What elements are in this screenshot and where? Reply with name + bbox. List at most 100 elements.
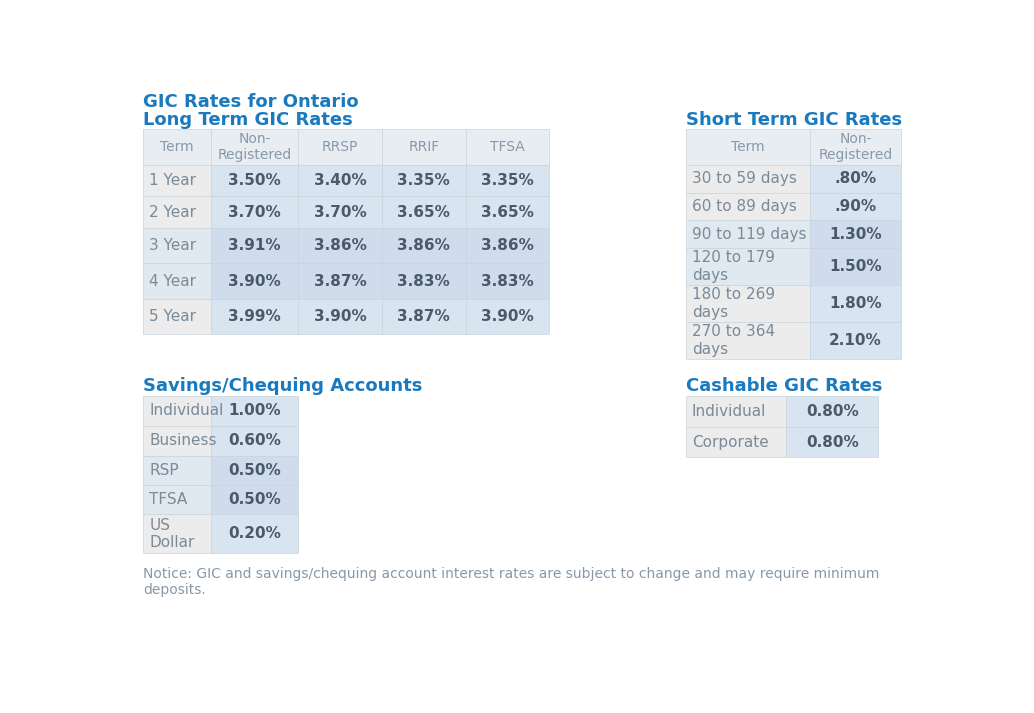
Bar	[382, 228, 465, 263]
Text: 90 to 119 days: 90 to 119 days	[692, 227, 807, 242]
Bar	[465, 228, 549, 263]
Text: 3.87%: 3.87%	[313, 274, 366, 289]
Text: Non-
Registered: Non- Registered	[818, 132, 892, 163]
Text: 1.30%: 1.30%	[829, 227, 882, 242]
Bar	[298, 130, 382, 165]
Text: Short Term GIC Rates: Short Term GIC Rates	[686, 111, 902, 129]
Bar	[298, 197, 382, 228]
Text: 0.20%: 0.20%	[229, 526, 281, 541]
Text: RRSP: RRSP	[322, 140, 358, 154]
Text: 3.83%: 3.83%	[397, 274, 450, 289]
Bar	[211, 197, 298, 228]
Text: 3.86%: 3.86%	[313, 238, 366, 253]
Text: 3.90%: 3.90%	[313, 309, 366, 324]
Bar	[382, 197, 465, 228]
Text: 2.10%: 2.10%	[829, 333, 882, 348]
Text: Individual: Individual	[692, 404, 766, 419]
Text: 3.87%: 3.87%	[397, 309, 450, 324]
Text: 3.70%: 3.70%	[229, 205, 281, 220]
Bar	[143, 263, 211, 299]
Text: 1.00%: 1.00%	[229, 404, 281, 419]
Bar	[810, 322, 902, 359]
Bar	[211, 299, 298, 334]
Bar	[211, 456, 298, 485]
Text: Individual: Individual	[149, 404, 223, 419]
Text: RSP: RSP	[149, 463, 179, 478]
Text: 270 to 364
days: 270 to 364 days	[692, 324, 776, 356]
Text: 3.86%: 3.86%	[397, 238, 450, 253]
Text: 3.35%: 3.35%	[481, 173, 534, 188]
Bar	[787, 426, 878, 458]
Text: 3.40%: 3.40%	[313, 173, 366, 188]
Bar	[298, 263, 382, 299]
Bar	[143, 130, 211, 165]
Bar	[298, 228, 382, 263]
Bar	[686, 322, 810, 359]
Bar	[143, 299, 211, 334]
Text: GIC Rates for Ontario: GIC Rates for Ontario	[143, 93, 359, 111]
Text: .90%: .90%	[834, 199, 877, 214]
Text: 3.65%: 3.65%	[481, 205, 534, 220]
Bar	[382, 263, 465, 299]
Bar	[143, 228, 211, 263]
Text: 3.65%: 3.65%	[397, 205, 450, 220]
Bar	[465, 197, 549, 228]
Text: Notice: GIC and savings/chequing account interest rates are subject to change an: Notice: GIC and savings/chequing account…	[143, 567, 880, 597]
Bar	[143, 197, 211, 228]
Text: 4 Year: 4 Year	[149, 274, 196, 289]
Bar	[465, 130, 549, 165]
Bar	[211, 228, 298, 263]
Bar	[787, 396, 878, 426]
Text: Term: Term	[160, 140, 194, 154]
Bar	[810, 285, 902, 322]
Bar	[143, 396, 211, 426]
Bar	[382, 299, 465, 334]
Text: 3.99%: 3.99%	[229, 309, 281, 324]
Bar	[143, 456, 211, 485]
Bar	[810, 220, 902, 248]
Text: Cashable GIC Rates: Cashable GIC Rates	[686, 376, 882, 394]
Text: 0.60%: 0.60%	[229, 434, 281, 448]
Bar	[686, 220, 810, 248]
Text: 3.70%: 3.70%	[313, 205, 366, 220]
Bar	[465, 165, 549, 197]
Bar	[686, 193, 810, 220]
Text: 3 Year: 3 Year	[149, 238, 196, 253]
Bar	[465, 263, 549, 299]
Text: .80%: .80%	[834, 171, 877, 186]
Text: 60 to 89 days: 60 to 89 days	[692, 199, 797, 214]
Bar	[686, 426, 787, 458]
Text: Long Term GIC Rates: Long Term GIC Rates	[143, 111, 353, 129]
Bar	[211, 426, 298, 456]
Bar	[211, 165, 298, 197]
Bar	[382, 130, 465, 165]
Text: RRIF: RRIF	[408, 140, 439, 154]
Text: 1.50%: 1.50%	[829, 259, 882, 274]
Text: Business: Business	[149, 434, 217, 448]
Bar	[298, 299, 382, 334]
Bar	[686, 130, 810, 165]
Text: 3.35%: 3.35%	[397, 173, 450, 188]
Bar	[143, 165, 211, 197]
Text: 3.83%: 3.83%	[481, 274, 534, 289]
Text: Savings/Chequing Accounts: Savings/Chequing Accounts	[143, 376, 423, 394]
Bar	[211, 515, 298, 553]
Text: 3.90%: 3.90%	[481, 309, 534, 324]
Bar	[211, 485, 298, 515]
Bar	[810, 193, 902, 220]
Text: 30 to 59 days: 30 to 59 days	[692, 171, 797, 186]
Bar	[686, 248, 810, 285]
Text: 3.86%: 3.86%	[481, 238, 534, 253]
Text: 1.80%: 1.80%	[829, 296, 882, 311]
Bar	[686, 165, 810, 193]
Text: US
Dollar: US Dollar	[149, 518, 194, 550]
Text: 180 to 269
days: 180 to 269 days	[692, 287, 776, 319]
Text: 3.50%: 3.50%	[229, 173, 281, 188]
Text: 0.80%: 0.80%	[805, 404, 858, 419]
Text: Term: Term	[731, 140, 764, 154]
Text: 2 Year: 2 Year	[149, 205, 196, 220]
Bar	[211, 130, 298, 165]
Bar	[465, 299, 549, 334]
Bar	[810, 248, 902, 285]
Bar	[211, 396, 298, 426]
